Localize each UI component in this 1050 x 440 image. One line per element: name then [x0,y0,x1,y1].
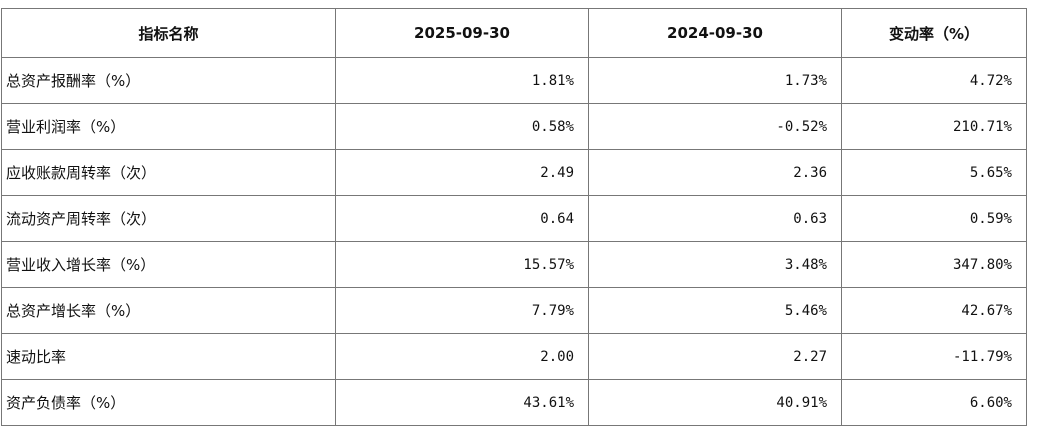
value-cell: 1.73% [588,57,842,104]
table-row: 营业收入增长率（%） 15.57% 3.48% 347.80% [1,241,1027,288]
value-cell: 2.27 [588,333,842,380]
value-cell: 7.79% [335,287,589,334]
value-cell: 3.48% [588,241,842,288]
header-cell: 2025-09-30 [335,8,589,58]
value-cell: 6.60% [841,379,1027,426]
value-cell: 5.46% [588,287,842,334]
table-row: 总资产报酬率（%） 1.81% 1.73% 4.72% [1,57,1027,104]
table-row: 速动比率 2.00 2.27 -11.79% [1,333,1027,380]
value-cell: 42.67% [841,287,1027,334]
header-row: 指标名称 2025-09-30 2024-09-30 变动率（%） [1,8,1027,58]
table-body: 总资产报酬率（%） 1.81% 1.73% 4.72% 营业利润率（%） 0.58% -0.… [1,57,1027,426]
value-cell: 2.36 [588,149,842,196]
value-cell: -11.79% [841,333,1027,380]
table-head: 指标名称 2025-09-30 2024-09-30 变动率（%） [1,8,1027,58]
row-label: 资产负债率（%） [1,379,336,426]
value-cell: 40.91% [588,379,842,426]
row-label: 营业收入增长率（%） [1,241,336,288]
data-table: 指标名称 2025-09-30 2024-09-30 变动率（%） 总资产报酬率（%）… [1,8,1027,426]
table-row: 营业利润率（%） 0.58% -0.52% 210.71% [1,103,1027,150]
table-row: 流动资产周转率（次） 0.64 0.63 0.59% [1,195,1027,242]
table-row: 资产负债率（%） 43.61% 40.91% 6.60% [1,379,1027,426]
row-label: 营业利润率（%） [1,103,336,150]
value-cell: 0.63 [588,195,842,242]
value-cell: 2.49 [335,149,589,196]
value-cell: -0.52% [588,103,842,150]
value-cell: 0.59% [841,195,1027,242]
row-label: 速动比率 [1,333,336,380]
value-cell: 0.58% [335,103,589,150]
table-row: 应收账款周转率（次） 2.49 2.36 5.65% [1,149,1027,196]
value-cell: 5.65% [841,149,1027,196]
row-label: 总资产报酬率（%） [1,57,336,104]
row-label: 流动资产周转率（次） [1,195,336,242]
value-cell: 15.57% [335,241,589,288]
header-cell: 指标名称 [1,8,336,58]
value-cell: 0.64 [335,195,589,242]
value-cell: 4.72% [841,57,1027,104]
value-cell: 2.00 [335,333,589,380]
value-cell: 347.80% [841,241,1027,288]
value-cell: 210.71% [841,103,1027,150]
table-row: 总资产增长率（%） 7.79% 5.46% 42.67% [1,287,1027,334]
row-label: 总资产增长率（%） [1,287,336,334]
value-cell: 1.81% [335,57,589,104]
header-cell: 变动率（%） [841,8,1027,58]
value-cell: 43.61% [335,379,589,426]
row-label: 应收账款周转率（次） [1,149,336,196]
header-cell: 2024-09-30 [588,8,842,58]
